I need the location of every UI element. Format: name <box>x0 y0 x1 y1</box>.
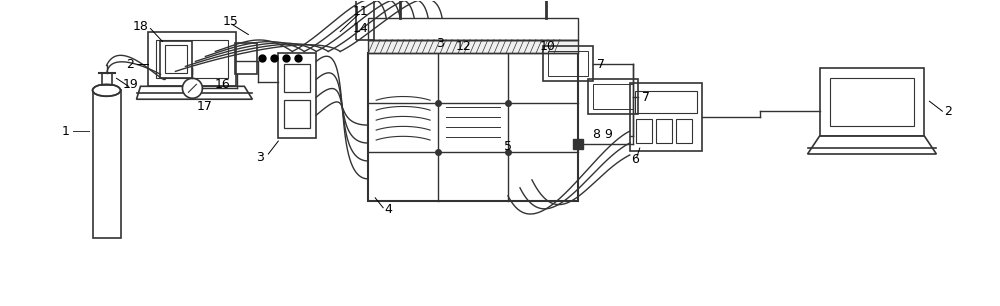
Bar <box>548 51 588 76</box>
Text: 2: 2 <box>944 105 952 118</box>
Circle shape <box>182 78 202 98</box>
Bar <box>830 78 914 126</box>
Text: 3: 3 <box>436 37 444 50</box>
Text: 11: 11 <box>352 5 368 18</box>
Bar <box>160 40 192 78</box>
Text: 9: 9 <box>604 128 612 140</box>
Ellipse shape <box>93 84 121 96</box>
Bar <box>278 54 316 138</box>
Bar <box>235 43 257 74</box>
Text: 16: 16 <box>215 78 230 91</box>
Text: 4: 4 <box>384 203 392 216</box>
Bar <box>102 73 112 85</box>
Text: 17: 17 <box>196 100 212 113</box>
Bar <box>368 18 578 39</box>
Bar <box>356 0 374 39</box>
Bar <box>368 54 578 201</box>
Text: 7: 7 <box>597 58 605 71</box>
Text: 14: 14 <box>352 22 368 35</box>
Text: 1: 1 <box>62 125 70 138</box>
Text: 12: 12 <box>455 40 471 53</box>
Text: 5: 5 <box>504 140 512 152</box>
Bar <box>284 64 310 92</box>
Text: 3: 3 <box>256 151 264 165</box>
Bar <box>148 32 236 86</box>
Polygon shape <box>137 86 252 99</box>
Bar <box>93 90 121 238</box>
Polygon shape <box>808 136 936 154</box>
Text: 6: 6 <box>631 154 639 166</box>
Bar <box>676 119 692 143</box>
Bar <box>165 46 187 73</box>
Bar <box>630 83 702 151</box>
Text: 18: 18 <box>133 20 148 33</box>
Bar <box>543 47 593 81</box>
Bar <box>636 119 652 143</box>
Text: 15: 15 <box>222 15 238 28</box>
Bar <box>635 91 697 113</box>
Bar <box>820 68 924 136</box>
Text: 8: 8 <box>592 128 600 140</box>
Text: 19: 19 <box>123 78 138 91</box>
Bar <box>368 39 578 54</box>
Bar <box>593 84 633 109</box>
Text: 10: 10 <box>540 40 556 53</box>
Text: 2: 2 <box>126 58 134 71</box>
Bar <box>284 100 310 128</box>
Text: 7: 7 <box>642 91 650 104</box>
Bar <box>656 119 672 143</box>
Bar <box>588 79 638 114</box>
Bar <box>156 39 228 78</box>
